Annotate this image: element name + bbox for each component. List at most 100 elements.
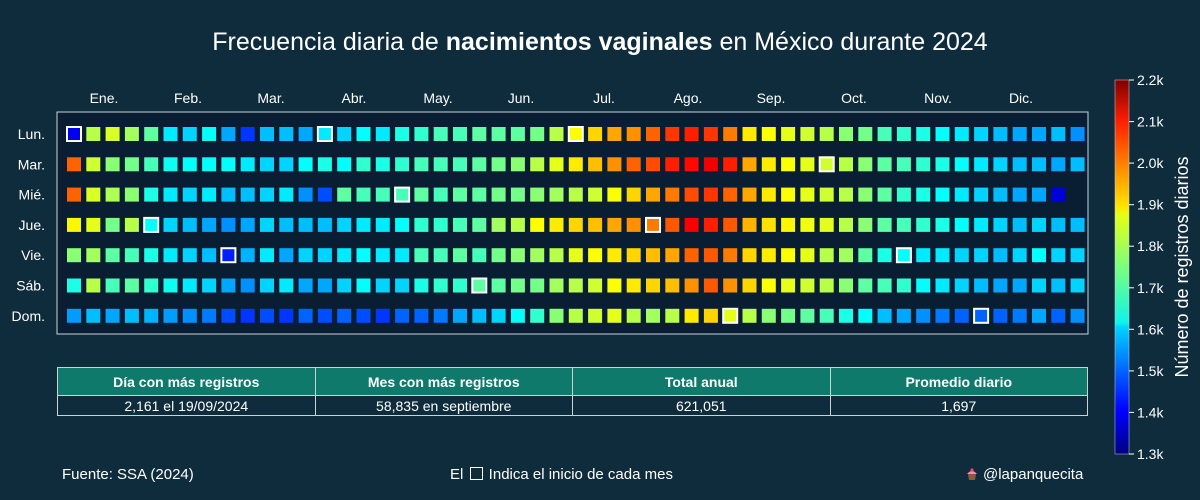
heatmap-cell bbox=[124, 278, 139, 293]
heatmap-cell bbox=[298, 187, 313, 202]
heatmap-cell bbox=[221, 187, 236, 202]
heatmap-cell bbox=[568, 217, 583, 232]
heatmap-cell bbox=[1070, 217, 1085, 232]
heatmap-cell bbox=[723, 278, 738, 293]
heatmap-cell bbox=[260, 278, 274, 293]
heatmap-cell bbox=[954, 248, 969, 263]
heatmap-cell bbox=[491, 278, 506, 293]
heatmap-cell bbox=[395, 217, 410, 232]
heatmap-cell bbox=[723, 187, 738, 202]
heatmap-cell bbox=[144, 127, 159, 141]
heatmap-cell bbox=[163, 187, 178, 202]
heatmap-cell bbox=[433, 248, 448, 263]
heatmap-cell bbox=[124, 127, 139, 141]
heatmap-cell bbox=[588, 157, 603, 172]
heatmap-cell bbox=[1012, 217, 1027, 232]
heatmap-cell bbox=[607, 157, 622, 172]
heatmap-cell bbox=[356, 308, 371, 323]
heatmap-cell bbox=[356, 187, 371, 202]
heatmap-cell bbox=[240, 308, 255, 323]
heatmap-cell bbox=[240, 157, 255, 172]
heatmap-cell bbox=[375, 157, 390, 172]
heatmap-cell bbox=[839, 248, 853, 263]
heatmap-cell bbox=[568, 187, 583, 202]
stats-table: Día con más registros Mes con más regist… bbox=[57, 367, 1088, 416]
stats-value-row: 2,161 el 19/09/2024 58,835 en septiembre… bbox=[57, 395, 1088, 416]
footer-handle[interactable]: @lapanquecita bbox=[965, 466, 1083, 483]
heatmap-cell bbox=[182, 278, 197, 293]
heatmap-cell bbox=[67, 248, 81, 263]
heatmap-cell bbox=[781, 308, 796, 323]
heatmap-cell bbox=[260, 127, 274, 141]
month-label: Ene. bbox=[90, 90, 119, 106]
title-bold: nacimientos vaginales bbox=[445, 28, 713, 56]
heatmap-cell bbox=[761, 127, 776, 141]
heatmap-cell bbox=[86, 187, 101, 202]
month-label: Jun. bbox=[508, 90, 534, 106]
heatmap-cell bbox=[491, 217, 506, 232]
heatmap-cell bbox=[221, 127, 236, 141]
heatmap-cell bbox=[935, 308, 950, 323]
heatmap-cell bbox=[954, 127, 969, 141]
heatmap-cell bbox=[163, 248, 178, 263]
heatmap-cell bbox=[317, 248, 332, 263]
heatmap-cell bbox=[761, 278, 776, 293]
weekday-label: Mié. bbox=[19, 187, 45, 203]
heatmap-cell bbox=[491, 157, 506, 172]
heatmap-cell bbox=[858, 308, 873, 323]
weekday-labels: Lun. Mar. Mié. Jue. Vie. Sáb. Dom. bbox=[12, 126, 45, 324]
heatmap-cell bbox=[1051, 187, 1066, 202]
heatmap-cell bbox=[588, 248, 603, 263]
heatmap-cell bbox=[800, 308, 815, 323]
colorbar-tick-label: 2.2k bbox=[1137, 72, 1164, 88]
stats-value: 2,161 el 19/09/2024 bbox=[57, 395, 316, 416]
heatmap-cell bbox=[356, 217, 371, 232]
heatmap-cell bbox=[858, 157, 873, 172]
heatmap-cell bbox=[742, 248, 757, 263]
heatmap-cell bbox=[896, 278, 911, 293]
heatmap-cell bbox=[1012, 248, 1027, 263]
heatmap-cell bbox=[723, 217, 738, 232]
heatmap-cell bbox=[646, 157, 660, 172]
heatmap-cell bbox=[626, 308, 641, 323]
heatmap-cell bbox=[761, 308, 776, 323]
colorbar-gradient bbox=[1114, 79, 1130, 455]
colorbar-tick-label: 1.5k bbox=[1137, 363, 1164, 379]
heatmap-cell bbox=[530, 278, 545, 293]
heatmap-cell bbox=[684, 157, 699, 172]
heatmap-cell bbox=[105, 278, 120, 293]
heatmap-cell bbox=[974, 127, 989, 141]
heatmap-cell bbox=[395, 308, 410, 323]
heatmap-cell bbox=[240, 127, 255, 141]
colorbar-tick-label: 1.7k bbox=[1137, 280, 1164, 296]
heatmap-cell bbox=[472, 127, 487, 141]
heatmap-cell bbox=[993, 308, 1008, 323]
heatmap-cell bbox=[800, 187, 815, 202]
month-label: Mar. bbox=[257, 90, 284, 106]
heatmap-cell bbox=[1012, 278, 1027, 293]
heatmap-cell bbox=[916, 187, 931, 202]
heatmap-cell bbox=[510, 127, 525, 141]
heatmap-cell bbox=[858, 278, 873, 293]
heatmap-cell bbox=[510, 248, 525, 263]
heatmap-cell bbox=[1012, 308, 1027, 323]
heatmap-cell bbox=[124, 217, 139, 232]
heatmap-cell bbox=[993, 157, 1008, 172]
heatmap-cell bbox=[491, 248, 506, 263]
heatmap-cell bbox=[646, 127, 660, 141]
heatmap-cell bbox=[665, 127, 680, 141]
heatmap-cell bbox=[819, 187, 834, 202]
heatmap-cell bbox=[279, 127, 294, 141]
month-label: Ago. bbox=[674, 90, 703, 106]
heatmap-cell bbox=[607, 278, 622, 293]
colorbar-tick-label: 2.1k bbox=[1137, 114, 1164, 130]
heatmap-cell bbox=[453, 278, 467, 293]
heatmap-cell bbox=[684, 187, 699, 202]
heatmap-cell bbox=[1032, 187, 1046, 202]
heatmap-cell-month-start bbox=[394, 186, 411, 203]
heatmap-cell bbox=[433, 217, 448, 232]
colorbar: 1.3k 1.4k 1.5k 1.6k 1.7k 1.8k 1.9k 2.0k 2.1k 2.2k… bbox=[1114, 72, 1192, 462]
heatmap-cell bbox=[105, 308, 120, 323]
heatmap-cell bbox=[935, 127, 950, 141]
title-prefix: Frecuencia diaria de bbox=[212, 28, 446, 56]
